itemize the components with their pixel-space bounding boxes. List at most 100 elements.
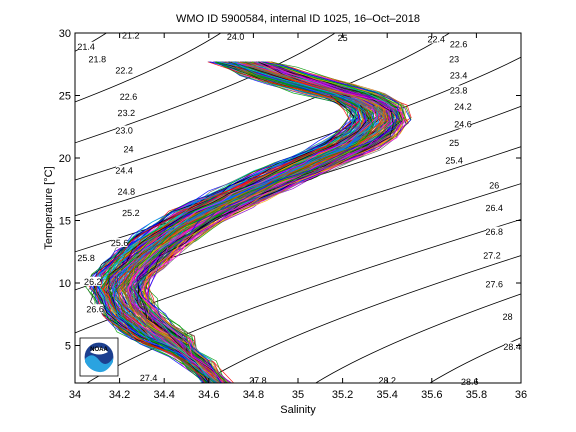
noaa-logo-gull (90, 347, 108, 355)
contour-label-background (111, 237, 128, 248)
contour-label-text: 27.4 (140, 373, 158, 383)
x-tick-label: 36 (515, 389, 527, 401)
contour-label: 25.6 (111, 238, 129, 248)
contour-label-background (120, 144, 137, 154)
contour-label: 27.8 (249, 375, 267, 385)
profile-line (142, 61, 407, 383)
contour-label: 22.2 (115, 65, 133, 75)
noaa-logo-text: NOAA (90, 347, 108, 353)
contour-label-background (504, 341, 521, 351)
contour-label: 22.4 (428, 34, 446, 44)
contour-label: 23.0 (115, 125, 133, 135)
contour-label-text: 24.2 (454, 102, 472, 112)
x-tick-label: 35.4 (376, 389, 397, 401)
contour-label-text: 25.4 (445, 155, 463, 165)
contour-label: 28.4 (503, 342, 521, 352)
contour-label-background (116, 65, 133, 75)
y-tick-label: 10 (59, 278, 71, 290)
contour-label-text: 24.4 (115, 165, 133, 175)
profile-line (93, 61, 357, 383)
contour-label: 23 (446, 54, 463, 64)
y-tick-label: 15 (59, 216, 71, 228)
contour-label-text: 25 (449, 138, 459, 148)
contour-label-background (446, 54, 463, 64)
contour-label-text: 23.0 (115, 125, 133, 135)
contour-label: 28 (499, 311, 516, 322)
contour-label: 22.6 (120, 92, 138, 102)
contour-label-text: 23 (449, 54, 459, 64)
x-tick-label: 34.6 (198, 389, 219, 401)
contour-label-text: 23.4 (450, 70, 468, 80)
contour-label-text: 26.6 (86, 304, 104, 314)
contour-label-background (461, 376, 478, 386)
contour-label-text: 22.6 (450, 39, 468, 49)
contour-label-background (446, 155, 463, 165)
x-axis: 34 34.2 34.4 34.6 34.8 35 35.2 35.4 35.6 35.8 36 (69, 33, 527, 401)
contour-label: 27.4 (140, 373, 158, 383)
contour-label-background (450, 39, 467, 49)
contour-label-text: 21.4 (77, 42, 95, 52)
noaa-logo: NOAA (79, 337, 119, 377)
contour-label: 25.2 (122, 208, 140, 218)
contour-label-text: 28.6 (461, 377, 479, 387)
contour-label: 21.4 (77, 42, 95, 52)
density-contour (201, 255, 521, 383)
y-tick-label: 5 (65, 341, 71, 353)
y-tick-label: 25 (59, 91, 71, 103)
contour-label: 27.6 (485, 279, 503, 289)
contour-label-text: 23.2 (117, 108, 135, 118)
density-contour (75, 183, 521, 334)
contour-label-text: 25.2 (122, 208, 140, 218)
contour-label-text: 26 (489, 180, 499, 190)
contour-label: 28.6 (461, 377, 479, 387)
contour-label-background (116, 125, 133, 135)
contour-label-text: 23.8 (450, 85, 468, 95)
contour-label: 24.6 (454, 119, 472, 129)
profile-line (140, 61, 405, 383)
contour-label-background (483, 250, 501, 260)
y-axis-label: Temperature [°C] (43, 166, 55, 249)
profile-line (137, 61, 394, 383)
contour-label-background (118, 107, 135, 118)
x-axis-label: Salinity (280, 404, 316, 416)
contour-label: 24.0 (227, 32, 245, 42)
contour-label-background (454, 101, 472, 111)
profile-line (138, 61, 405, 383)
contour-label-text: 21.8 (88, 54, 106, 64)
contour-label-text: 26.8 (485, 227, 503, 237)
profile-line (93, 61, 354, 383)
contour-label-background (450, 70, 467, 80)
density-contour (75, 146, 521, 291)
contour-label-background (454, 119, 472, 129)
contour-label: 24 (120, 144, 137, 154)
contour-label-background (122, 207, 139, 218)
contour-label: 23.8 (450, 85, 468, 95)
x-tick-label: 34.4 (153, 389, 174, 401)
x-tick-label: 34 (69, 389, 81, 401)
y-axis: 5 10 15 20 25 30 (59, 28, 521, 353)
y-tick-label: 20 (59, 153, 71, 165)
x-tick-label: 35.8 (466, 389, 487, 401)
contour-label-text: 25.8 (77, 253, 95, 263)
density-contour (75, 33, 336, 144)
profile-line (133, 61, 406, 383)
contour-label: 24.8 (117, 187, 135, 197)
contour-label-background (87, 304, 104, 314)
chart-title: WMO ID 5900584, internal ID 1025, 16–Oct… (176, 13, 420, 25)
contour-label-text: 22.4 (428, 34, 446, 44)
contour-label-text: 21.2 (122, 30, 140, 40)
noaa-logo-wave (85, 355, 113, 373)
contour-label: 25.8 (77, 253, 95, 263)
contour-label: 23.4 (450, 70, 468, 80)
contour-label: 25 (446, 137, 463, 148)
x-tick-label: 35.6 (421, 389, 442, 401)
contour-label-background (486, 226, 503, 236)
contour-label-background (78, 252, 95, 263)
contour-label-background (450, 85, 467, 95)
x-tick-label: 34.8 (243, 389, 264, 401)
contour-label-background (84, 276, 101, 286)
density-contour (86, 218, 521, 383)
contour-label: 21.2 (122, 30, 140, 40)
contour-label-background (486, 202, 503, 213)
